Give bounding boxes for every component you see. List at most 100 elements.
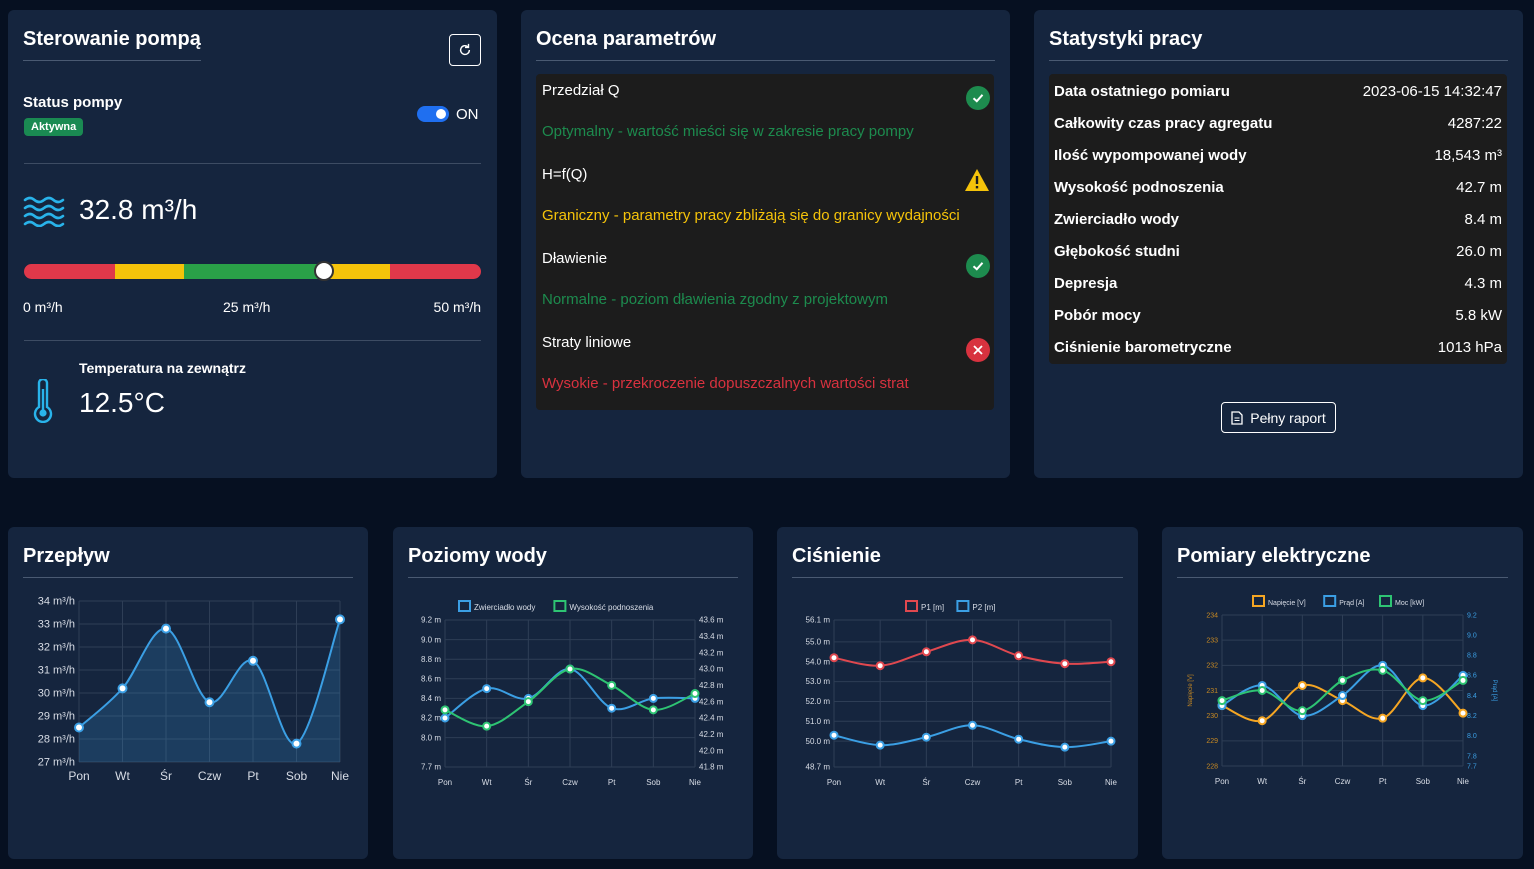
flow-chart: 27 m³/h 28 m³/h 29 m³/h 30 m³/h 31 m³/h 32 m³… bbox=[38, 596, 350, 783]
y-tick-label: 230 bbox=[1206, 713, 1218, 720]
x-tick-label: Pt bbox=[1379, 777, 1387, 786]
param-name: Straty liniowe bbox=[542, 334, 632, 351]
stat-row: Data ostatniego pomiaru 2023-06-15 14:32:… bbox=[1054, 75, 1502, 107]
data-point bbox=[875, 661, 885, 671]
stat-row: Zwierciadło wody 8.4 m bbox=[1054, 203, 1502, 235]
y-tick-label-right: 9.2 bbox=[1467, 612, 1477, 619]
data-point bbox=[1014, 734, 1024, 744]
pump-control-card: Sterowanie pompą Status pompy Aktywna ON… bbox=[8, 10, 497, 478]
data-point bbox=[117, 683, 128, 694]
data-point bbox=[1338, 675, 1347, 685]
data-point bbox=[607, 703, 617, 713]
data-point bbox=[921, 647, 931, 657]
y-tick-label-right: 7.8 bbox=[1467, 753, 1477, 760]
stat-key: Głębokość studni bbox=[1054, 242, 1180, 260]
x-tick-label: Śr bbox=[524, 778, 532, 787]
data-point bbox=[440, 713, 450, 723]
legend-swatch bbox=[553, 600, 567, 612]
y-tick-label: 28 m³/h bbox=[38, 734, 75, 746]
x-tick-label: Śr bbox=[922, 778, 930, 787]
y-tick-label: 7.7 m bbox=[421, 763, 441, 772]
y-tick-label: 53.0 m bbox=[806, 677, 831, 686]
pressure-chart-card: Ciśnienie 48.7 m 50.0 m 51.0 m 52.0 m 53.0 m… bbox=[777, 527, 1138, 859]
pump-toggle[interactable] bbox=[417, 106, 449, 122]
x-tick-label: Nie bbox=[689, 778, 702, 787]
y-tick-label-right: 8.6 bbox=[1467, 673, 1477, 680]
x-tick-label: Śr bbox=[1298, 777, 1306, 786]
data-point bbox=[1418, 673, 1428, 683]
y-tick-label: 9.2 m bbox=[421, 616, 441, 625]
data-point bbox=[1338, 691, 1347, 701]
data-point bbox=[1297, 680, 1307, 690]
pump-status-label: Status pompy bbox=[23, 94, 123, 111]
stat-row: Całkowity czas pracy agregatu 4287:22 bbox=[1054, 107, 1502, 139]
y-tick-label-right: 43.2 m bbox=[699, 648, 724, 657]
y-tick-label: 231 bbox=[1206, 688, 1218, 695]
stat-key: Całkowity czas pracy agregatu bbox=[1054, 114, 1273, 132]
legend-swatch bbox=[1252, 595, 1265, 607]
y-tick-label: 9.0 m bbox=[421, 635, 441, 644]
y-tick-label: 8.6 m bbox=[421, 674, 441, 683]
data-point bbox=[648, 705, 658, 715]
thermometer-icon bbox=[33, 379, 53, 423]
data-point bbox=[1060, 742, 1070, 752]
y-tick-label: 52.0 m bbox=[806, 697, 831, 706]
y-tick-label: 228 bbox=[1206, 763, 1218, 770]
stat-row: Ciśnienie barometryczne 1013 hPa bbox=[1054, 331, 1502, 363]
data-point bbox=[1458, 675, 1468, 685]
temperature-value: 12.5°C bbox=[79, 387, 165, 418]
refresh-button[interactable] bbox=[449, 34, 481, 66]
y-tick-label: 32 m³/h bbox=[38, 642, 75, 654]
gauge-min-label: 0 m³/h bbox=[23, 299, 63, 315]
x-tick-label: Wt bbox=[115, 769, 130, 783]
x-tick-label: Czw bbox=[965, 778, 981, 787]
y-tick-label-right: 43.6 m bbox=[699, 616, 724, 625]
x-tick-label: Pt bbox=[247, 769, 259, 783]
y-tick-label: 33 m³/h bbox=[38, 619, 75, 631]
x-tick-label: Nie bbox=[1457, 777, 1470, 786]
x-tick-label: Sob bbox=[1058, 778, 1073, 787]
y-tick-label-right: 42.2 m bbox=[699, 730, 724, 739]
params-card-title: Ocena parametrów bbox=[536, 28, 995, 61]
legend-swatch bbox=[905, 600, 918, 612]
data-point bbox=[482, 684, 492, 694]
params-card: Ocena parametrów Przedział Q Optymalny -… bbox=[521, 10, 1010, 478]
legend-swatch bbox=[458, 600, 471, 612]
y-tick-label: 31 m³/h bbox=[38, 665, 75, 677]
data-point bbox=[1106, 736, 1116, 746]
gauge-max-label: 50 m³/h bbox=[433, 299, 481, 315]
stat-row: Pobór mocy 5.8 kW bbox=[1054, 299, 1502, 331]
data-point bbox=[648, 693, 658, 703]
data-point bbox=[1060, 659, 1070, 669]
flow-value: 32.8 m³/h bbox=[79, 194, 198, 225]
stat-key: Depresja bbox=[1054, 274, 1118, 292]
stat-row: Depresja 4.3 m bbox=[1054, 267, 1502, 299]
check-icon bbox=[966, 86, 990, 110]
y-tick-label: 8.8 m bbox=[421, 655, 441, 664]
y-tick-label: 233 bbox=[1206, 638, 1218, 645]
stat-value: 4287:22 bbox=[1447, 114, 1502, 132]
stat-value: 18,543 m³ bbox=[1434, 146, 1502, 164]
stat-value: 4.3 m bbox=[1464, 274, 1502, 292]
y-tick-label: 8.4 m bbox=[421, 694, 441, 703]
param-desc: Graniczny - parametry pracy zbliżają się… bbox=[542, 207, 960, 224]
y-tick-label: 50.0 m bbox=[806, 737, 831, 746]
y-tick-label: 56.1 m bbox=[806, 616, 831, 625]
full-report-button[interactable]: Pełny raport bbox=[1221, 402, 1336, 433]
x-tick-label: Wt bbox=[875, 778, 886, 787]
data-point bbox=[921, 732, 931, 742]
y-tick-label: 29 m³/h bbox=[38, 711, 75, 723]
temperature-label: Temperatura na zewnątrz bbox=[79, 360, 247, 376]
data-point bbox=[1378, 665, 1388, 675]
divider bbox=[24, 163, 481, 164]
flow-gauge bbox=[24, 264, 481, 279]
y-tick-label-right: 7.7 bbox=[1467, 763, 1477, 770]
data-point bbox=[248, 655, 258, 666]
y-tick-label: 30 m³/h bbox=[38, 688, 75, 700]
stat-value: 42.7 m bbox=[1456, 178, 1502, 196]
data-point bbox=[1257, 686, 1267, 695]
stat-row: Głębokość studni 26.0 m bbox=[1054, 235, 1502, 267]
param-name: H=f(Q) bbox=[542, 166, 588, 183]
divider bbox=[24, 340, 481, 341]
params-list: Przedział Q Optymalny - wartość mieści s… bbox=[536, 74, 994, 410]
